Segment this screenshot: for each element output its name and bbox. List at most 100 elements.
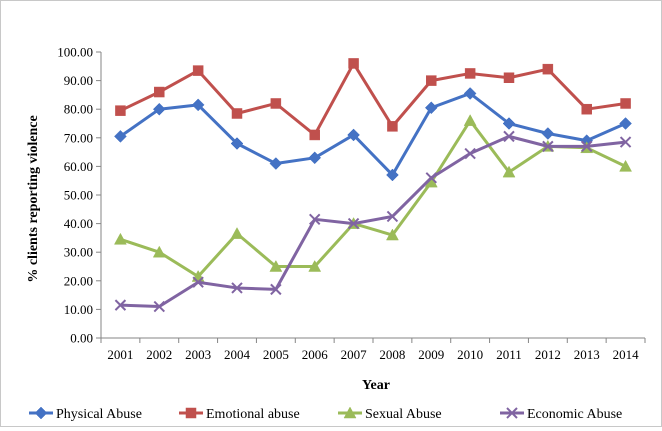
x-marker-stroke	[231, 282, 243, 294]
y-tick-label: 20.00	[64, 273, 93, 288]
legend-label: Economic Abuse	[527, 407, 622, 422]
y-tick-label: 0.00	[70, 331, 93, 346]
sexual-abuse-point	[152, 245, 166, 258]
x-tick-label: 2011	[496, 347, 522, 362]
y-tick-label: 70.00	[64, 130, 93, 145]
y-tick-label: 80.00	[64, 102, 93, 117]
x-marker-stroke	[386, 210, 399, 223]
physical-abuse-point	[463, 87, 477, 100]
economic-abuse-point	[347, 217, 360, 230]
economic-abuse-point	[153, 300, 165, 313]
physical-abuse-point	[541, 127, 555, 140]
x-marker-stroke	[270, 283, 282, 296]
legend-label: Sexual Abuse	[365, 407, 442, 422]
sexual-abuse-line	[119, 119, 627, 279]
physical-abuse-line	[119, 91, 627, 177]
physical-abuse-point	[386, 168, 399, 182]
emotional-abuse-point	[426, 75, 437, 86]
emotional-abuse-point	[620, 98, 631, 109]
legend-marker	[34, 406, 48, 420]
x-marker-stroke	[503, 130, 515, 143]
physical-abuse-point	[114, 130, 127, 143]
legend-item-economic-abuse: Economic Abuse	[500, 407, 622, 422]
x-marker-stroke	[506, 407, 518, 419]
economic-abuse-point	[619, 136, 632, 148]
emotional-abuse-point	[192, 65, 204, 76]
legend-label: Physical Abuse	[56, 407, 142, 422]
x-marker-stroke	[192, 276, 204, 288]
axes	[96, 51, 646, 343]
x-tick-label: 2010	[457, 347, 483, 362]
y-tick-labels: 0.00 10.00 20.00 30.00 40.00 50.00 60.00 70.00 8…	[57, 45, 93, 346]
physical-abuse-point	[152, 102, 166, 116]
legend: Physical Abuse Emotional abuse Sexual Abus…	[29, 406, 622, 422]
legend-marker	[343, 406, 357, 419]
physical-abuse-point	[424, 101, 438, 115]
y-tick-label: 30.00	[64, 245, 93, 260]
y-tick-label: 100.00	[57, 45, 93, 60]
y-tick-label: 40.00	[64, 216, 93, 231]
legend-item-sexual-abuse: Sexual Abuse	[338, 406, 442, 422]
physical-abuse-point	[230, 137, 244, 150]
legend-label: Emotional abuse	[206, 407, 300, 422]
y-tick-label: 10.00	[64, 302, 93, 317]
physical-abuse-point	[191, 98, 205, 112]
x-tick-label: 2013	[574, 347, 600, 362]
x-tick-label: 2007	[341, 347, 368, 362]
x-tick-label: 2012	[535, 347, 561, 362]
emotional-abuse-point	[542, 63, 554, 75]
x-marker-stroke	[347, 217, 360, 230]
sexual-abuse-point	[619, 159, 632, 172]
emotional-abuse-point	[503, 72, 515, 83]
x-tick-label: 2001	[107, 347, 133, 362]
x-tick-label: 2002	[146, 347, 172, 362]
x-marker-stroke	[464, 147, 476, 160]
emotional-abuse-line	[119, 61, 626, 137]
economic-abuse-point	[270, 283, 282, 296]
x-tick-label: 2005	[263, 347, 289, 362]
emotional-abuse-point	[270, 98, 282, 109]
sexual-abuse-point	[269, 259, 283, 272]
x-tick-label: 2003	[185, 347, 211, 362]
y-tick-label: 60.00	[64, 159, 93, 174]
x-marker-stroke	[425, 172, 437, 184]
series-sexual-abuse	[114, 114, 632, 282]
series-physical-abuse	[114, 87, 632, 182]
economic-abuse-point	[542, 140, 554, 153]
y-axis-title: % clients reporting violence	[26, 115, 41, 282]
x-tick-label: 2006	[302, 347, 329, 362]
x-tick-labels: 2001 2002 2003 2004 2005 2006 2007 2008 2009 2010…	[107, 347, 639, 362]
economic-abuse-point	[114, 299, 127, 311]
economic-abuse-point	[309, 213, 321, 226]
physical-abuse-point	[347, 128, 360, 142]
legend-item-emotional-abuse: Emotional abuse	[179, 407, 300, 422]
physical-abuse-point	[619, 117, 632, 130]
emotional-abuse-point	[348, 58, 359, 69]
sexual-abuse-point	[386, 228, 399, 241]
legend-marker	[185, 407, 197, 419]
legend-marker	[506, 407, 518, 419]
economic-abuse-point	[503, 130, 515, 143]
emotional-abuse-point	[231, 108, 243, 119]
x-marker-stroke	[153, 300, 165, 313]
sexual-abuse-point	[502, 165, 516, 178]
economic-abuse-point	[231, 282, 243, 294]
x-tick-label: 2009	[418, 347, 444, 362]
economic-abuse-point	[581, 140, 593, 153]
emotional-abuse-point	[581, 103, 592, 115]
sexual-abuse-point	[114, 232, 127, 245]
economic-abuse-point	[192, 276, 204, 288]
physical-abuse-point	[308, 151, 322, 165]
economic-abuse-point	[425, 172, 437, 184]
x-tick-label: 2008	[379, 347, 405, 362]
x-tick-label: 2004	[224, 347, 251, 362]
sexual-abuse-point	[308, 259, 322, 272]
emotional-abuse-point	[154, 86, 165, 98]
x-marker-stroke	[619, 136, 632, 148]
physical-abuse-point	[502, 117, 516, 130]
emotional-abuse-point	[309, 129, 320, 141]
sexual-abuse-point	[230, 227, 244, 239]
legend-item-physical-abuse: Physical Abuse	[29, 406, 142, 422]
